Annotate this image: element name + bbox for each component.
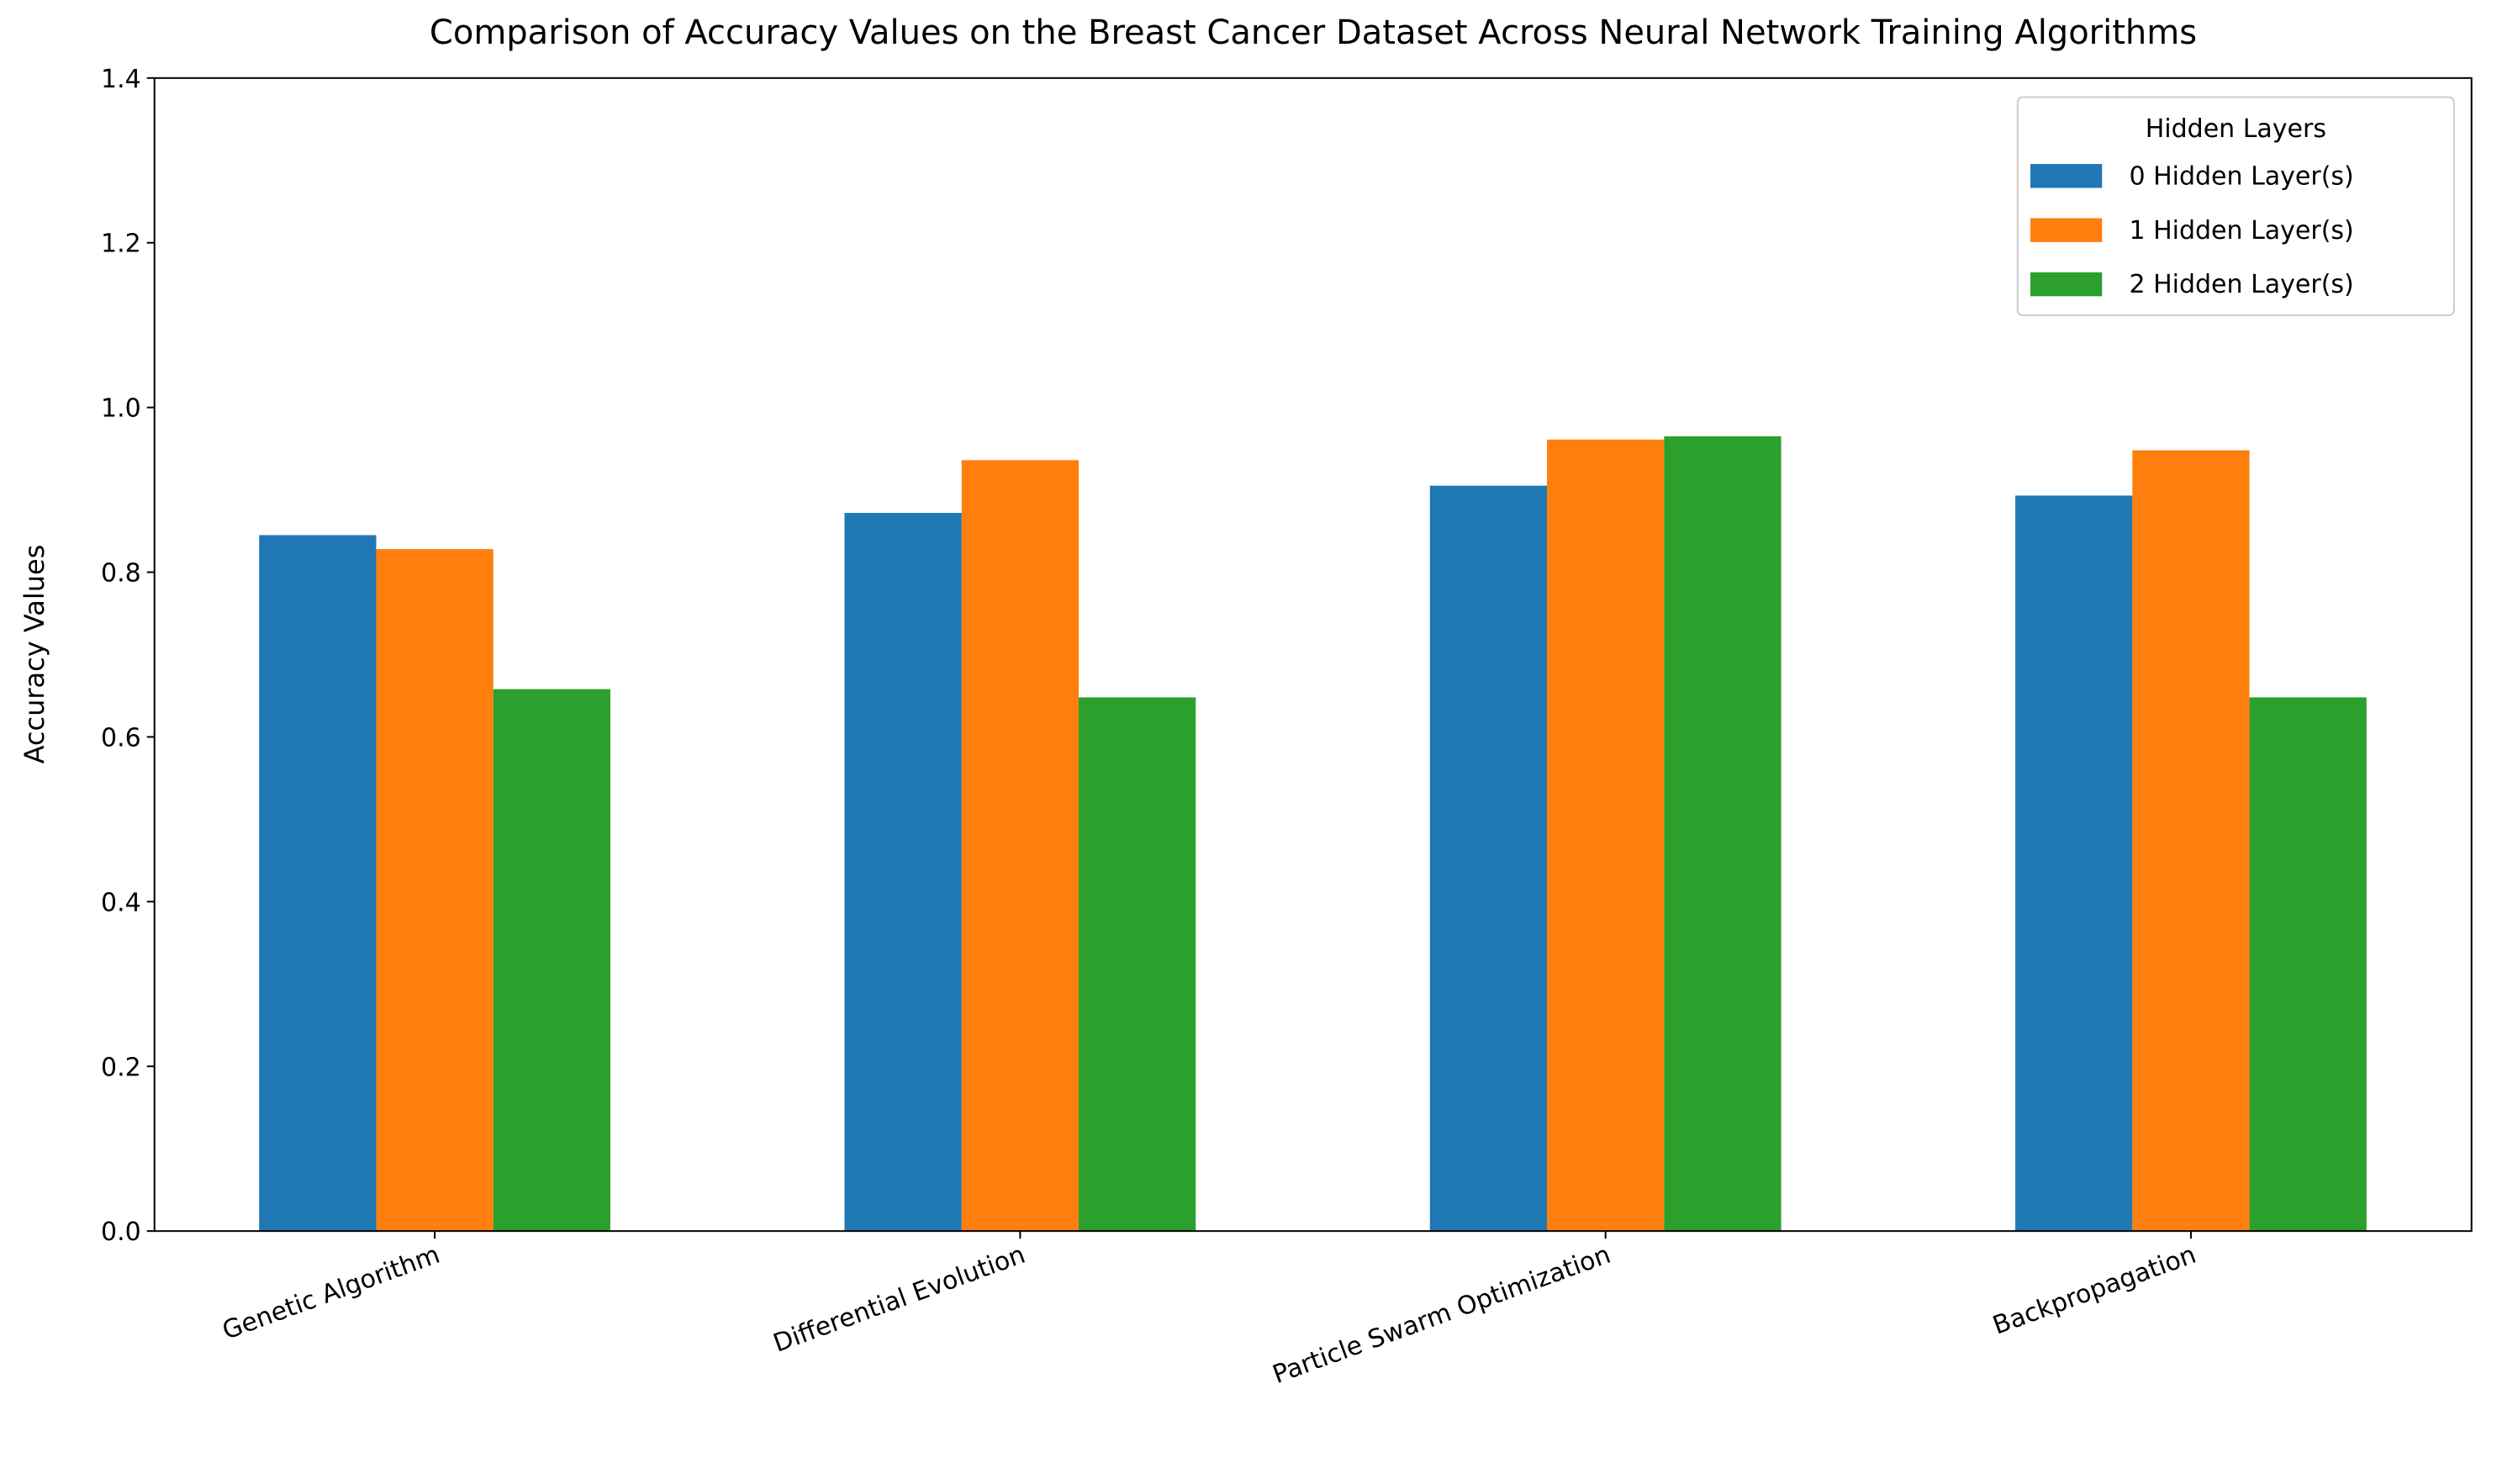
plot-frame (153, 77, 2473, 1233)
legend-swatch (2030, 164, 2103, 188)
bar (844, 513, 962, 1232)
bar (961, 460, 1080, 1232)
bar (1429, 485, 1548, 1232)
bar (2132, 450, 2250, 1232)
legend-swatch (2030, 218, 2103, 242)
chart-title: Comparison of Accuracy Values on the Bre… (430, 13, 2197, 52)
legend-label: 1 Hidden Layer(s) (2129, 216, 2353, 246)
y-tick-label: 1.0 (101, 394, 141, 424)
bar (1547, 439, 1665, 1232)
y-tick-label: 0.4 (101, 888, 141, 917)
bar (2015, 495, 2133, 1232)
y-tick-label: 0.8 (101, 559, 141, 589)
bar (376, 549, 494, 1232)
legend-swatch (2030, 272, 2103, 297)
y-tick-label: 0.6 (101, 723, 141, 753)
bar (259, 535, 377, 1232)
y-axis-label: Accuracy Values (18, 545, 50, 764)
y-tick-label: 0.2 (101, 1053, 141, 1082)
bar (2249, 697, 2367, 1232)
legend-title: Hidden Layers (2146, 114, 2326, 144)
bar (1079, 697, 1196, 1232)
legend-label: 0 Hidden Layer(s) (2129, 161, 2353, 191)
bar (493, 689, 610, 1232)
legend-label: 2 Hidden Layer(s) (2129, 270, 2353, 299)
legend-box (2016, 96, 2455, 317)
y-tick-label: 0.0 (101, 1217, 141, 1247)
y-tick-label: 1.2 (101, 230, 141, 259)
y-tick-label: 1.4 (101, 65, 141, 94)
bar (1664, 436, 1782, 1232)
